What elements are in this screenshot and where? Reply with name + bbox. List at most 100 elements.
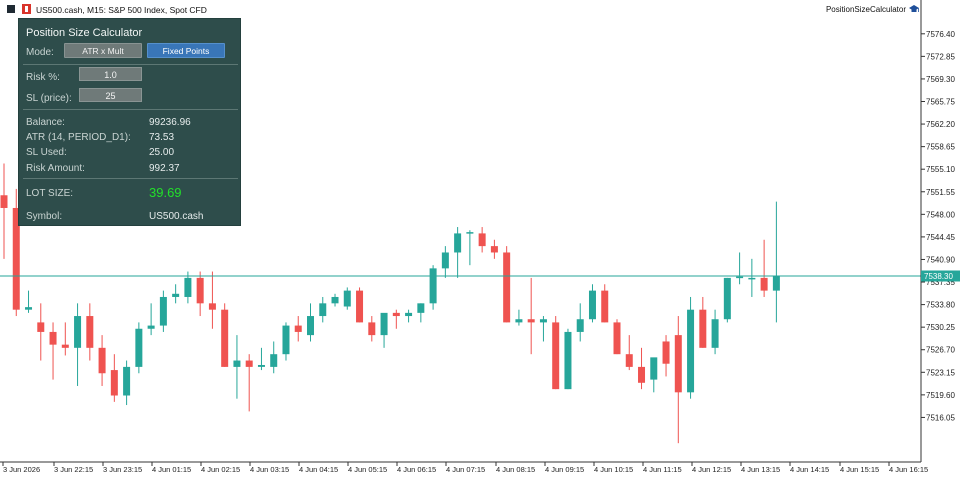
- candle-body: [343, 290, 351, 307]
- candle: [736, 252, 744, 285]
- candle: [196, 271, 204, 317]
- candle-body: [98, 347, 106, 374]
- price-tick-label: 7544.45: [926, 233, 955, 242]
- candle: [0, 163, 8, 259]
- graduation-cap-icon[interactable]: [909, 4, 919, 14]
- sl-price-input[interactable]: 25: [79, 88, 142, 102]
- candle: [601, 284, 609, 323]
- candle-body: [760, 277, 768, 291]
- candle: [564, 328, 572, 390]
- lot-size-label: LOT SIZE:: [26, 188, 74, 199]
- candle: [135, 322, 143, 374]
- time-tick-label: 4 Jun 14:15: [790, 465, 829, 474]
- atr-mult-button[interactable]: ATR x Mult: [64, 43, 142, 58]
- candle-body: [221, 309, 229, 367]
- candle-body: [159, 296, 167, 326]
- candle: [760, 239, 768, 297]
- candle: [441, 246, 449, 278]
- candle: [294, 316, 302, 342]
- time-tick-label: 4 Jun 05:15: [348, 465, 387, 474]
- candle: [490, 239, 498, 259]
- candle-body: [638, 366, 646, 383]
- candle: [417, 303, 425, 323]
- candle-body: [368, 322, 376, 336]
- atr-label: ATR (14, PERIOD_D1):: [26, 132, 131, 143]
- candle: [184, 271, 192, 304]
- candle: [86, 303, 94, 361]
- chart-title-bar: US500.cash, M15: S&P 500 Index, Spot CFD…: [0, 0, 920, 20]
- candle: [123, 360, 131, 406]
- fixed-points-button[interactable]: Fixed Points: [147, 43, 225, 58]
- candle: [282, 322, 290, 361]
- candle: [405, 309, 413, 323]
- price-tick-label: 7562.20: [926, 120, 955, 129]
- candle-body: [478, 233, 486, 247]
- balance-value: 99236.96: [149, 117, 191, 128]
- expert-advisor-name[interactable]: PositionSizeCalculator: [825, 5, 906, 14]
- price-tick-label: 7540.90: [926, 255, 955, 264]
- symbol-menu-icon[interactable]: [7, 5, 15, 13]
- candle: [368, 316, 376, 342]
- candle-body: [392, 312, 400, 317]
- candle: [613, 319, 621, 355]
- candle-body: [772, 275, 780, 291]
- price-tick-label: 7533.80: [926, 301, 955, 310]
- current-price-value: 7538.30: [924, 272, 953, 281]
- candle: [503, 246, 511, 323]
- candle: [723, 277, 731, 323]
- candle: [307, 303, 314, 342]
- candle: [98, 335, 106, 386]
- divider: [23, 178, 238, 179]
- candle-body: [380, 312, 388, 336]
- candle: [319, 296, 327, 323]
- candle: [257, 347, 265, 371]
- price-tick-label: 7555.10: [926, 165, 955, 174]
- price-tick-label: 7569.30: [926, 75, 955, 84]
- candle-body: [748, 277, 756, 280]
- candle-body: [356, 290, 364, 323]
- candle-body: [674, 335, 682, 393]
- candle-body: [49, 331, 57, 345]
- time-tick-label: 4 Jun 10:15: [594, 465, 633, 474]
- candle-body: [454, 233, 462, 253]
- candle-body: [588, 290, 596, 320]
- candle-body: [417, 303, 425, 313]
- candle: [37, 303, 45, 361]
- panel-title: Position Size Calculator: [26, 27, 143, 39]
- candle: [172, 284, 180, 304]
- lot-size-value: 39.69: [149, 185, 182, 200]
- price-tick-label: 7519.60: [926, 391, 955, 400]
- sl-used-label: SL Used:: [26, 147, 67, 158]
- candle: [49, 322, 57, 380]
- symbol-value: US500.cash: [149, 211, 204, 222]
- price-tick-label: 7526.70: [926, 346, 955, 355]
- candle: [159, 290, 167, 332]
- price-tick-label: 7516.05: [926, 413, 955, 422]
- candle-body: [270, 354, 278, 367]
- candle-body: [110, 370, 118, 396]
- candle-body: [86, 316, 94, 348]
- candle-body: [12, 207, 20, 310]
- candle-body: [650, 357, 658, 380]
- candle: [429, 265, 437, 310]
- position-size-calculator-panel: Position Size Calculator Mode: ATR x Mul…: [18, 18, 241, 226]
- candle: [674, 316, 682, 444]
- trade-flag-icon[interactable]: [22, 4, 31, 14]
- price-tick-label: 7576.40: [926, 30, 955, 39]
- time-axis: 3 Jun 2026 3 Jun 22:15 3 Jun 23:15 4 Jun 01…: [2, 462, 928, 474]
- candle: [74, 303, 82, 386]
- price-tick-label: 7523.15: [926, 368, 955, 377]
- candle-body: [294, 325, 302, 332]
- candle-body: [539, 319, 547, 323]
- risk-percent-input[interactable]: 1.0: [79, 67, 142, 81]
- candle: [331, 293, 339, 307]
- sl-used-value: 25.00: [149, 147, 175, 158]
- candle: [687, 296, 695, 399]
- time-tick-label: 4 Jun 04:15: [299, 465, 338, 474]
- price-tick-label: 7565.75: [926, 97, 955, 106]
- candle-body: [576, 319, 584, 332]
- candle-body: [613, 322, 621, 355]
- candle: [662, 335, 670, 377]
- candle: [356, 287, 364, 323]
